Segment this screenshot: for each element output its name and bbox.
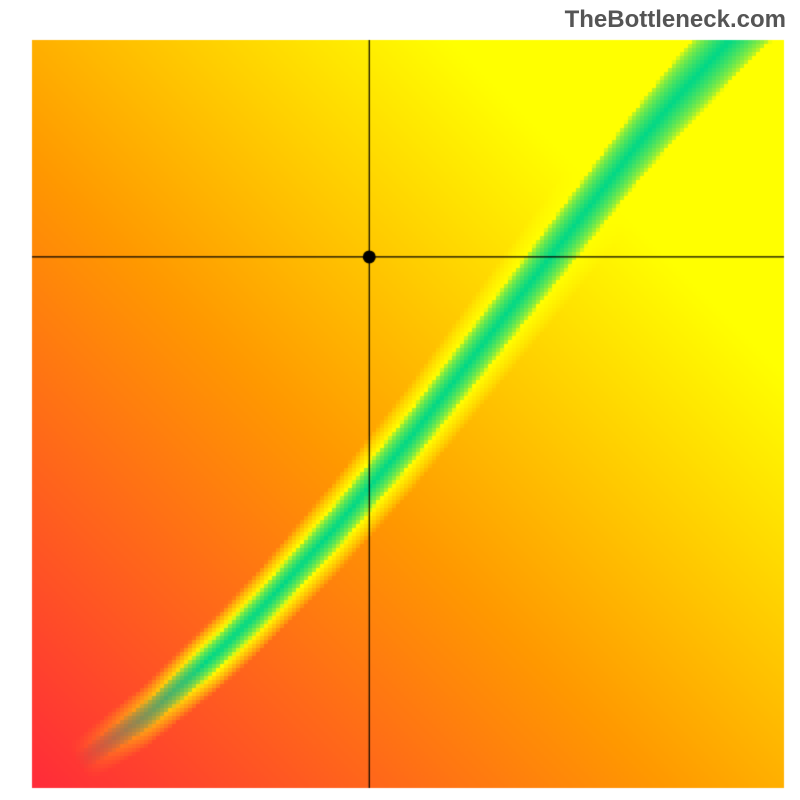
- heatmap-canvas: [0, 0, 800, 800]
- chart-container: TheBottleneck.com: [0, 0, 800, 800]
- watermark-text: TheBottleneck.com: [565, 6, 786, 34]
